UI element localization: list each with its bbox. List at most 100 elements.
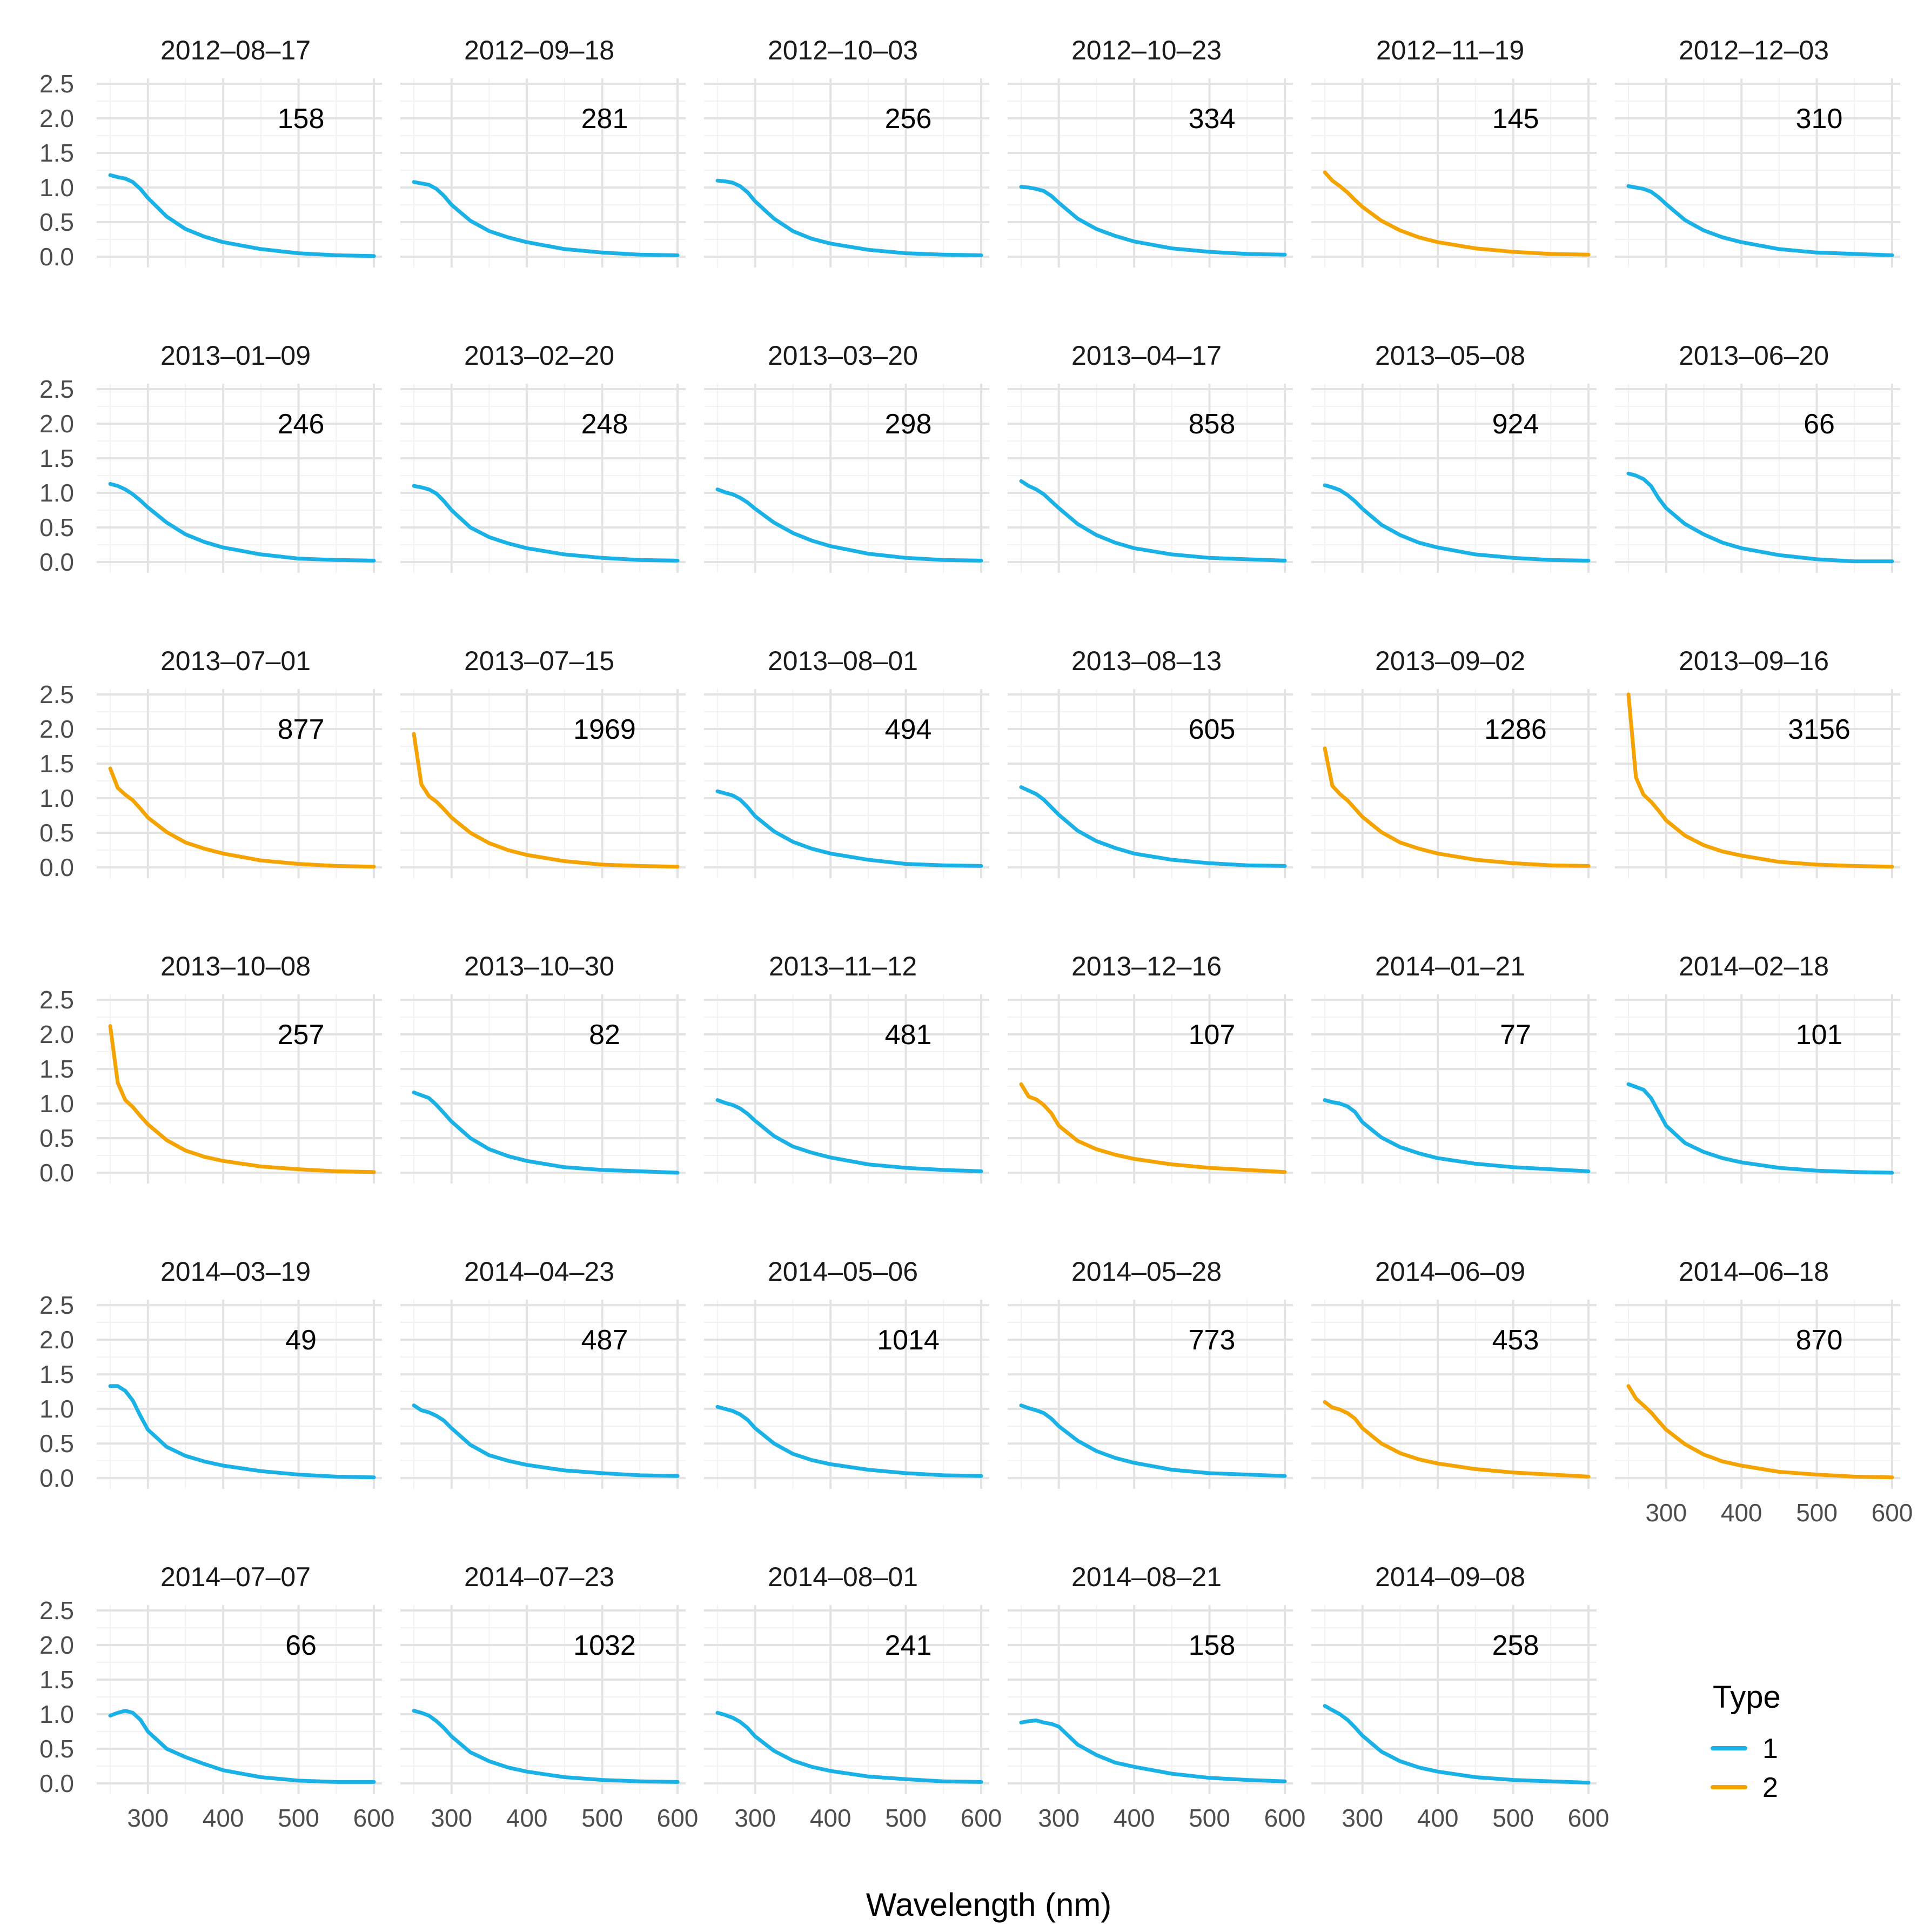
x-tick-label: 300: [1645, 1499, 1687, 1527]
facet-panel: 2013–12–16 107: [1008, 951, 1293, 1184]
facet-panel: 2013–02–20 248: [400, 340, 686, 573]
panel-date-title: 2013–07–15: [464, 646, 614, 676]
facet-panel: 2014–04–23 487: [400, 1256, 686, 1489]
facet-panel: 2014–05–061014: [704, 1256, 989, 1489]
spectrum-line: [110, 1711, 374, 1782]
x-tick-label: 500: [581, 1804, 623, 1832]
y-tick-label: 1.0: [39, 1395, 74, 1423]
spectrum-line: [1325, 172, 1588, 255]
x-tick-label: 500: [1189, 1804, 1230, 1832]
x-tick-label: 600: [353, 1804, 395, 1832]
spectrum-line: [414, 182, 678, 256]
panel-date-title: 2014–08–21: [1071, 1562, 1222, 1592]
panel-count-label: 1032: [573, 1630, 636, 1661]
x-tick-label: 500: [278, 1804, 319, 1832]
panel-date-title: 2013–10–08: [160, 951, 311, 981]
facet-panel: 2013–10–08 0.0 0.5 1.0 1.5 2.0 2.5 257: [39, 951, 382, 1187]
facet-panel: 2012–12–03 310: [1615, 35, 1900, 268]
y-tick-label: 2.0: [39, 1020, 74, 1048]
panel-count-label: 298: [885, 409, 932, 440]
x-tick-label: 400: [1417, 1804, 1459, 1832]
facet-panel: 2013–07–15 1969: [400, 646, 686, 878]
panel-date-title: 2013–07–01: [160, 646, 311, 676]
spectrum-line: [1325, 1706, 1588, 1783]
panel-date-title: 2014–07–07: [160, 1562, 311, 1592]
facet-panel: 2013–09–16 3156: [1615, 646, 1900, 878]
panel-date-title: 2012–12–03: [1679, 35, 1829, 65]
panel-date-title: 2014–04–23: [464, 1256, 614, 1287]
spectrum-line: [414, 734, 678, 867]
panel-count-label: 334: [1189, 103, 1236, 135]
spectrum-line: [110, 768, 374, 867]
panel-count-label: 310: [1796, 103, 1843, 135]
panel-count-label: 158: [278, 103, 325, 135]
panel-count-label: 257: [278, 1019, 325, 1051]
panel-count-label: 281: [581, 103, 628, 135]
x-tick-label: 300: [431, 1804, 472, 1832]
panel-date-title: 2012–10–03: [768, 35, 918, 65]
y-tick-label: 0.0: [39, 1464, 74, 1492]
panel-count-label: 248: [581, 409, 628, 440]
y-tick-label: 0.5: [39, 1124, 74, 1152]
panel-count-label: 82: [589, 1019, 620, 1051]
y-tick-label: 0.0: [39, 1159, 74, 1187]
spectrum-line: [110, 484, 374, 560]
panel-date-title: 2012–08–17: [160, 35, 311, 65]
spectrum-line: [414, 1711, 678, 1782]
x-tick-label: 300: [1342, 1804, 1383, 1832]
y-tick-label: 1.0: [39, 479, 74, 507]
y-tick-label: 0.5: [39, 208, 74, 236]
spectrum-line: [1628, 1084, 1892, 1173]
x-tick-label: 400: [1721, 1499, 1762, 1527]
panel-count-label: 773: [1189, 1325, 1236, 1356]
spectrum-line: [1021, 1406, 1285, 1476]
facet-panel: 2013–10–30 82: [400, 951, 686, 1184]
facet-panel: 2013–08–01494: [704, 646, 989, 878]
facet-panel: 2013–01–09 0.0 0.5 1.0 1.5 2.0 2.5 246: [39, 340, 382, 576]
panel-count-label: 487: [581, 1325, 628, 1356]
facet-panel: 2013–08–13605: [1008, 646, 1293, 878]
panel-count-label: 1286: [1484, 714, 1547, 745]
panels-layer: 2012–08–17 0.0 0.5 1.0 1.5 2.0 2.5 158 2012–09–1…: [39, 35, 1913, 1832]
y-tick-label: 1.5: [39, 444, 74, 472]
panel-date-title: 2014–09–08: [1375, 1562, 1525, 1592]
facet-panel: 2013–09–021286: [1311, 646, 1597, 878]
y-tick-label: 1.5: [39, 750, 74, 778]
x-tick-label: 300: [734, 1804, 776, 1832]
panel-count-label: 66: [1804, 409, 1835, 440]
spectrum-line: [718, 1100, 981, 1172]
x-tick-label: 400: [1114, 1804, 1155, 1832]
spectrum-line: [1628, 186, 1892, 255]
legend: Type 12: [1713, 1680, 1781, 1803]
x-tick-label: 600: [1264, 1804, 1306, 1832]
x-axis-title: Wavelength (nm): [866, 1887, 1112, 1923]
panel-count-label: 858: [1189, 409, 1236, 440]
panel-date-title: 2012–09–18: [464, 35, 614, 65]
facet-panel: 2014–08–01 300 400 500 600 241: [704, 1562, 1002, 1832]
facet-panel: 2012–11–19 145: [1311, 35, 1597, 268]
panel-date-title: 2014–01–21: [1375, 951, 1525, 981]
facet-panel: 2014–06–09453: [1311, 1256, 1597, 1489]
panel-count-label: 77: [1500, 1019, 1531, 1051]
faceted-spectra-chart: 2012–08–17 0.0 0.5 1.0 1.5 2.0 2.5 158 2012–09–1…: [0, 0, 1924, 1929]
chart-svg: 2012–08–17 0.0 0.5 1.0 1.5 2.0 2.5 158 2012–09–1…: [0, 0, 1924, 1929]
panel-date-title: 2014–03–19: [160, 1256, 311, 1287]
panel-date-title: 2013–02–20: [464, 340, 614, 371]
spectrum-line: [414, 1406, 678, 1476]
panel-date-title: 2013–04–17: [1071, 340, 1222, 371]
x-tick-label: 500: [1796, 1499, 1838, 1527]
panel-date-title: 2013–11–12: [769, 951, 917, 981]
panel-date-title: 2012–11–19: [1376, 35, 1524, 65]
panel-date-title: 2013–01–09: [160, 340, 311, 371]
panel-count-label: 481: [885, 1019, 932, 1051]
y-tick-label: 2.5: [39, 375, 74, 403]
panel-date-title: 2014–07–23: [464, 1562, 614, 1592]
panel-count-label: 258: [1492, 1630, 1539, 1661]
panel-count-label: 1014: [877, 1325, 940, 1356]
panel-count-label: 453: [1492, 1325, 1539, 1356]
facet-panel: 2014–07–23300 400 500 6001032: [400, 1562, 698, 1832]
panel-date-title: 2014–06–18: [1679, 1256, 1829, 1287]
facet-panel: 2012–10–23334: [1008, 35, 1293, 268]
facet-panel: 2014–05–28773: [1008, 1256, 1293, 1489]
facet-panel: 2014–02–18 101: [1615, 951, 1900, 1184]
